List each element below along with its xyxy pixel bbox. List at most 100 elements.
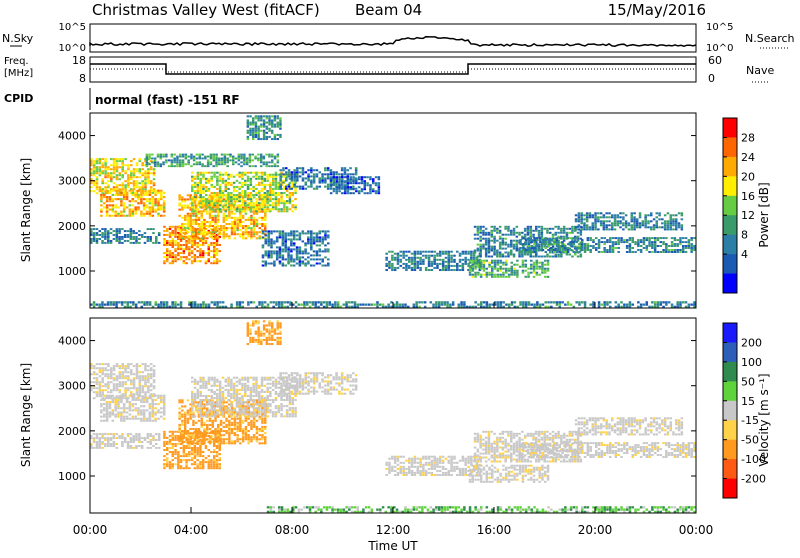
power-cell (255, 184, 258, 186)
power-cell (153, 178, 156, 180)
power-cell (485, 250, 488, 252)
power-cell (448, 257, 451, 259)
power-cell (216, 192, 219, 194)
power-cell (198, 213, 200, 215)
power-cell (408, 267, 411, 269)
velocity-cell (112, 409, 115, 411)
velocity-cell (103, 407, 106, 409)
power-cell (112, 194, 115, 196)
power-cell (519, 304, 522, 306)
power-cell (191, 178, 194, 180)
power-cell (255, 134, 257, 136)
power-cell (324, 186, 327, 188)
power-cell (240, 165, 243, 167)
power-cell (147, 170, 150, 172)
power-cell (603, 226, 606, 228)
power-cell (530, 232, 533, 234)
power-cell (176, 163, 179, 165)
power-cell (189, 229, 191, 231)
velocity-cell (132, 409, 135, 411)
power-cell (113, 158, 116, 160)
power-cell (162, 156, 165, 158)
power-cell (194, 184, 197, 186)
power-cell (530, 264, 533, 266)
power-cell (268, 117, 270, 119)
power-cell (272, 202, 275, 204)
power-cell (214, 227, 216, 229)
power-cell (166, 304, 169, 306)
power-cell (271, 115, 273, 117)
power-cell (143, 202, 146, 204)
power-cell (510, 232, 513, 234)
power-cell (278, 194, 281, 196)
power-cell (672, 214, 675, 216)
velocity-cell (124, 389, 127, 391)
power-cell (527, 274, 530, 276)
power-cell (205, 240, 207, 242)
power-cell (581, 239, 584, 241)
power-cell (483, 274, 486, 276)
power-cell (299, 261, 302, 263)
power-cell (194, 176, 197, 178)
power-cell (482, 244, 485, 246)
power-cell (436, 267, 439, 269)
power-cell (504, 256, 507, 258)
power-cell (435, 304, 438, 306)
power-cell (149, 202, 152, 204)
power-cell (479, 250, 482, 252)
power-cell (653, 218, 656, 220)
velocity-cell (119, 371, 122, 373)
power-cell (247, 192, 250, 194)
power-cell (619, 226, 622, 228)
power-cell (510, 234, 513, 236)
power-cell (439, 259, 442, 261)
power-cell (256, 219, 258, 221)
power-cell (258, 202, 261, 204)
power-cell (657, 251, 660, 253)
power-cell (296, 263, 299, 265)
power-cell (344, 171, 347, 173)
power-cell (172, 254, 174, 256)
power-cell (247, 130, 249, 132)
power-cell (628, 224, 631, 226)
power-cell (639, 226, 642, 228)
power-cell (472, 264, 475, 266)
power-cell (264, 206, 267, 208)
power-cell (511, 262, 514, 264)
power-cell (221, 161, 224, 163)
power-cell (199, 154, 202, 156)
power-cell (113, 230, 116, 232)
power-cell (255, 188, 258, 190)
power-cell (408, 259, 411, 261)
power-cell (206, 213, 208, 215)
power-cell (321, 182, 324, 184)
power-cell (191, 204, 194, 206)
power-cell (538, 232, 541, 234)
power-cell (174, 256, 176, 258)
velocity-cell (127, 367, 130, 369)
power-cell (341, 178, 344, 180)
velocity-cell (140, 405, 143, 407)
power-cell (130, 232, 133, 234)
power-cell (218, 161, 221, 163)
power-cell (470, 251, 473, 253)
power-cell (640, 245, 643, 247)
power-cell (279, 254, 282, 256)
power-cell (536, 266, 539, 268)
power-cell (252, 138, 254, 140)
power-cell (333, 173, 336, 175)
power-cell (321, 240, 324, 242)
power-cell (216, 172, 219, 174)
power-cell (99, 158, 102, 160)
power-cell (160, 192, 163, 194)
power-cell (530, 226, 533, 228)
power-cell (598, 247, 601, 249)
power-cell (473, 257, 476, 259)
power-cell (191, 200, 194, 202)
power-cell (208, 206, 211, 208)
power-cell (391, 257, 394, 259)
power-cell (130, 178, 133, 180)
power-cell (477, 230, 480, 232)
power-cell (639, 214, 642, 216)
